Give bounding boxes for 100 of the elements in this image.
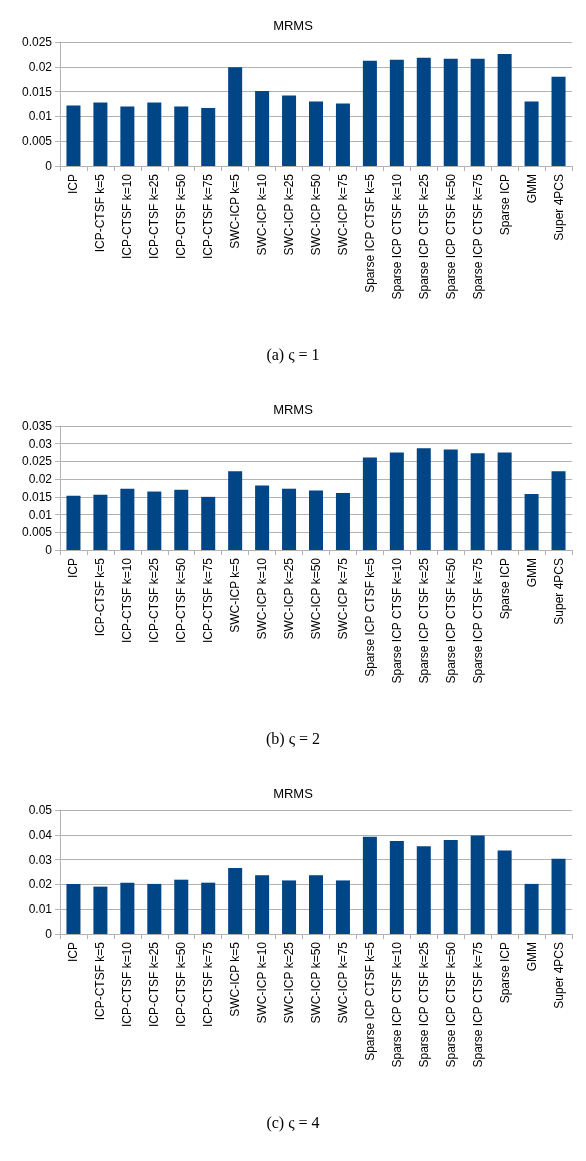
bar [66,105,81,166]
bar [497,850,512,934]
x-tick-label: Sparse ICP CTSF k=50 [443,173,458,300]
chart-title: MRMS [273,786,314,801]
bar [147,491,162,550]
bar [497,452,512,550]
x-tick-label: SWC-ICP k=75 [335,173,350,256]
y-tick-label: 0.01 [28,109,53,124]
x-tick-label: Sparse ICP CTSF k=75 [470,941,485,1068]
x-tick-label: ICP-CTSF k=5 [93,557,108,637]
x-tick-label: ICP-CTSF k=50 [174,941,189,1028]
bar [93,886,108,934]
x-tick-label: Sparse ICP [497,558,512,620]
x-tick-label: ICP-CTSF k=25 [147,941,162,1028]
chart-title: MRMS [273,18,314,33]
x-tick-label: Sparse ICP CTSF k=5 [362,557,377,677]
y-tick-label: 0.025 [21,454,53,469]
y-tick-label: 0.02 [28,472,53,487]
y-tick-label: 0.05 [28,803,53,817]
bar [416,57,431,166]
bar [201,882,216,934]
bar [201,107,216,166]
y-tick-label: 0.015 [21,489,53,504]
bar [470,453,485,550]
bar [308,490,324,550]
y-tick-label: 0 [45,927,53,941]
x-tick-label: ICP-CTSF k=50 [174,557,189,644]
bar [362,836,377,934]
x-tick-label: Sparse ICP CTSF k=5 [362,173,377,293]
x-tick-label: SWC-ICP k=25 [282,557,297,640]
y-tick-label: 0.03 [28,436,53,451]
bar [255,875,270,934]
bar [362,60,377,166]
bar [389,841,404,934]
x-tick-label: ICP-CTSF k=75 [201,557,216,644]
x-tick-label: Sparse ICP CTSF k=50 [443,557,458,684]
y-tick-label: 0 [45,159,53,173]
bar [389,452,404,550]
bar [524,883,539,934]
bar [174,106,189,166]
bar [93,102,108,166]
text: (a) ς = 1 [266,345,320,364]
x-tick-label: ICP-CTSF k=10 [120,557,135,644]
x-tick-label: Sparse ICP CTSF k=75 [470,557,485,684]
bar [335,492,350,550]
y-tick-label: 0.01 [28,507,53,522]
bar [362,457,377,550]
x-tick-label: ICP-CTSF k=10 [120,173,135,260]
bar [174,489,189,550]
bar [308,875,324,934]
x-tick-label: ICP-CTSF k=10 [120,941,135,1028]
x-tick-label: ICP-CTSF k=5 [93,941,108,1021]
chart-title: MRMS [273,402,314,417]
x-tick-label: Sparse ICP CTSF k=5 [362,941,377,1061]
x-tick-label: ICP-CTSF k=25 [147,557,162,644]
x-tick-label: GMM [524,558,539,588]
bar [255,485,270,550]
x-tick-label: Super 4PCS [551,174,566,241]
x-tick-label: SWC-ICP k=5 [228,941,243,1017]
y-tick-label: 0.03 [28,852,53,867]
x-tick-label: ICP [66,174,81,195]
y-tick-label: 0.015 [21,84,53,99]
y-tick-label: 0.04 [28,827,53,842]
x-tick-label: SWC-ICP k=50 [309,557,323,640]
x-tick-label: ICP-CTSF k=50 [174,173,189,260]
bar [147,883,162,934]
bar [120,882,135,934]
x-tick-label: GMM [524,942,539,972]
x-tick-label: SWC-ICP k=5 [228,173,243,249]
x-tick-label: Super 4PCS [551,558,566,625]
x-tick-label: ICP-CTSF k=75 [201,173,216,260]
x-tick-label: Sparse ICP CTSF k=10 [389,557,404,684]
y-tick-label: 0.005 [21,134,53,149]
bar [120,488,135,550]
x-tick-label: GMM [524,174,539,204]
x-tick-label: SWC-ICP k=50 [309,173,323,256]
bar [470,835,485,934]
x-tick-label: Sparse ICP CTSF k=10 [389,941,404,1068]
x-tick-label: SWC-ICP k=10 [255,173,270,256]
bar [524,494,539,550]
bar [335,103,350,166]
x-tick-label: SWC-ICP k=75 [335,941,350,1024]
x-tick-label: Sparse ICP [497,942,512,1004]
x-tick-label: SWC-ICP k=10 [255,557,270,640]
y-tick-label: 0.025 [21,35,53,49]
bar [228,67,243,166]
bar [174,879,189,934]
bar [551,76,566,166]
bar [416,448,431,550]
y-tick-label: 0.02 [28,59,53,74]
bar [551,471,566,550]
y-tick-label: 0.02 [28,877,53,892]
bar [228,868,243,934]
bar [228,471,243,550]
bar [497,53,512,166]
x-tick-label: Sparse ICP CTSF k=25 [416,173,431,300]
bar [443,58,458,166]
x-tick-label: SWC-ICP k=25 [282,173,297,256]
x-tick-label: ICP [66,558,81,579]
x-tick-label: SWC-ICP k=25 [282,941,297,1024]
